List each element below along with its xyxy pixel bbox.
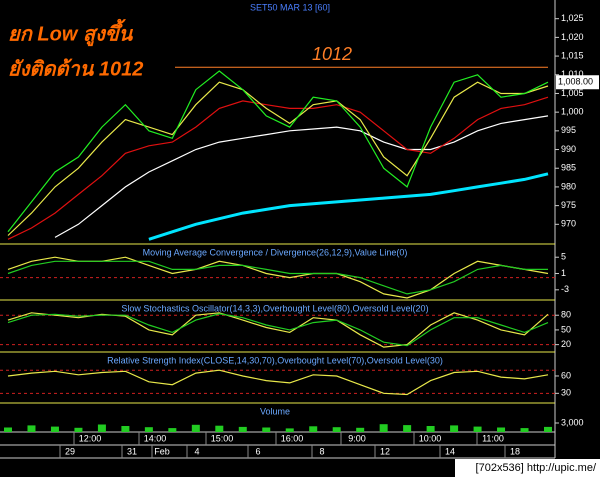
series-line (7, 81, 549, 236)
volume-bar (50, 426, 59, 432)
x-time-label: 14:00 (144, 433, 167, 443)
volume-bar (356, 427, 365, 432)
y-tick-label: -3 (561, 284, 569, 294)
y-tick-label: 985 (561, 163, 576, 173)
panel-title: Relative Strength Index(CLOSE,14,30,70),… (107, 355, 443, 365)
volume-bar (144, 427, 153, 432)
volume-bar (262, 427, 271, 432)
volume-bar (497, 427, 506, 432)
x-time-label: 12:00 (79, 433, 102, 443)
volume-bar (191, 424, 200, 432)
series-line (7, 70, 549, 233)
y-tick-label: 1,005 (561, 88, 584, 98)
series-line (7, 369, 549, 396)
y-tick-label: 980 (561, 181, 576, 191)
y-tick-label: 1,015 (561, 50, 584, 60)
series-line (7, 260, 548, 295)
volume-bar (450, 425, 459, 432)
annotation: ยก Low สูงขึ้น (8, 18, 134, 46)
x-date-label: 18 (510, 446, 520, 456)
volume-bar (97, 424, 106, 432)
volume-bar (215, 425, 224, 432)
last-price-label: 1,008.00 (558, 77, 593, 87)
y-tick-label: 20 (561, 339, 571, 349)
panel-title: Volume (260, 406, 290, 416)
volume-bar (403, 425, 412, 432)
volume-bar (121, 426, 130, 432)
x-date-label: 8 (319, 446, 324, 456)
resistance-label: 1012 (312, 44, 352, 64)
volume-bar (520, 428, 529, 432)
y-tick-label: 1 (561, 268, 566, 278)
y-tick-label: 3,000 (561, 417, 584, 427)
volume-bar (285, 428, 294, 432)
volume-bar (168, 428, 177, 432)
y-tick-label: 30 (561, 388, 571, 398)
series-line (7, 313, 549, 347)
y-tick-label: 1,020 (561, 32, 584, 42)
y-tick-label: 995 (561, 125, 576, 135)
y-tick-label: 80 (561, 310, 571, 320)
x-date-label: Feb (154, 446, 170, 456)
y-tick-label: 1,025 (561, 13, 584, 23)
y-tick-label: 975 (561, 200, 576, 210)
volume-bar (4, 427, 12, 432)
x-time-label: 9:00 (348, 433, 366, 443)
y-tick-label: 60 (561, 370, 571, 380)
y-tick-label: 1,010 (561, 69, 584, 79)
x-date-label: 6 (255, 446, 260, 456)
y-tick-label: 1,000 (561, 107, 584, 117)
x-date-label: 29 (65, 446, 75, 456)
x-time-label: 15:00 (211, 433, 234, 443)
x-date-label: 31 (127, 446, 137, 456)
volume-bar (74, 427, 83, 432)
watermark-box (455, 459, 600, 477)
y-tick-label: 50 (561, 324, 571, 334)
volume-bar (332, 427, 341, 432)
annotation: ยังติดต้าน 1012 (8, 57, 143, 80)
watermark: [702x536] http://upic.me/ (476, 462, 597, 474)
y-tick-label: 5 (561, 252, 566, 262)
volume-bar (238, 426, 247, 432)
volume-bar (426, 426, 435, 432)
y-tick-label: 990 (561, 144, 576, 154)
panel-title: Slow Stochastics Oscillator(14,3,3),Over… (121, 303, 428, 313)
series-line (7, 96, 549, 240)
x-date-label: 14 (445, 446, 455, 456)
series-line (54, 115, 549, 238)
x-date-label: 4 (194, 446, 199, 456)
x-date-label: 12 (380, 446, 390, 456)
volume-bar (544, 426, 552, 432)
volume-bar (379, 424, 388, 432)
panel-title: Moving Average Convergence / Divergence(… (143, 247, 408, 257)
last-price-tag (556, 75, 599, 90)
x-time-label: 11:00 (482, 433, 504, 443)
volume-bar (27, 425, 36, 432)
chart-title: SET50 MAR 13 [60] (250, 2, 330, 12)
x-time-label: 10:00 (419, 433, 442, 443)
y-tick-label: 970 (561, 219, 576, 229)
volume-bar (473, 426, 482, 432)
volume-bar (309, 426, 318, 432)
series-line (148, 172, 549, 241)
x-time-label: 16:00 (281, 433, 304, 443)
